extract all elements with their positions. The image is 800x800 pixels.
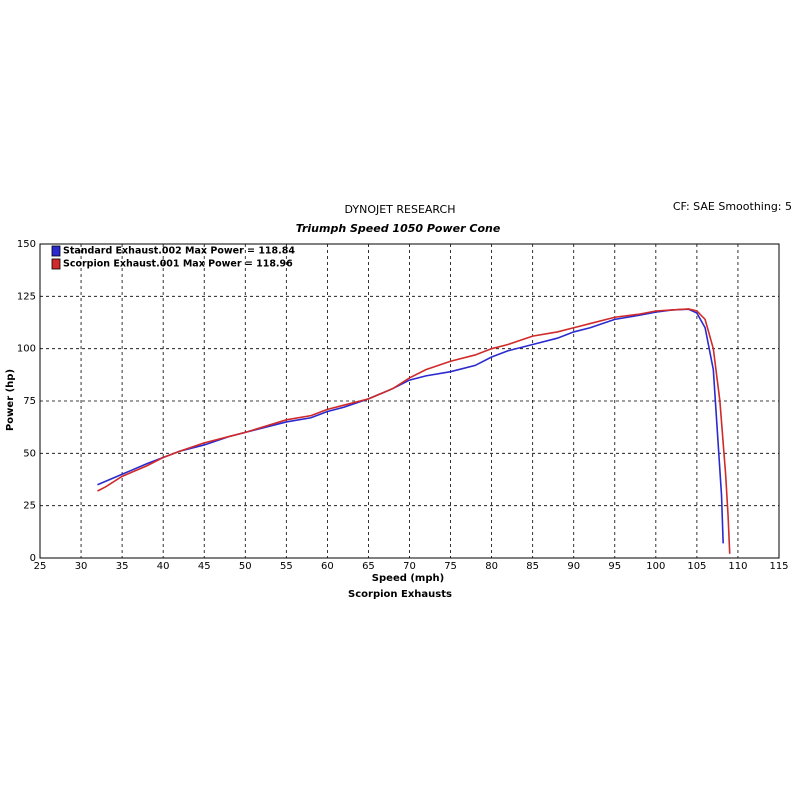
x-tick-label: 50 <box>239 561 252 572</box>
settings-note: CF: SAE Smoothing: 5 <box>673 200 792 213</box>
y-tick-label: 125 <box>17 291 36 302</box>
chart-subtitle: Triumph Speed 1050 Power Cone <box>296 222 501 235</box>
x-tick-label: 105 <box>687 561 706 572</box>
legend-swatch <box>51 258 61 270</box>
x-tick-label: 45 <box>198 561 211 572</box>
x-tick-label: 85 <box>526 561 539 572</box>
legend-label: Standard Exhaust.002 Max Power = 118.84 <box>63 246 295 257</box>
x-tick-label: 55 <box>280 561 293 572</box>
x-tick-label: 30 <box>75 561 88 572</box>
x-tick-label: 75 <box>444 561 457 572</box>
legend-swatch <box>51 245 61 257</box>
x-axis-label: Speed (mph) <box>372 573 444 584</box>
y-tick-label: 50 <box>23 448 36 459</box>
x-tick-label: 100 <box>646 561 665 572</box>
footer: Scorpion Exhausts <box>348 589 452 600</box>
x-tick-label: 95 <box>608 561 621 572</box>
legend-label: Scorpion Exhaust.001 Max Power = 118.96 <box>63 259 293 270</box>
chart-title: DYNOJET RESEARCH <box>345 203 456 216</box>
y-tick-label: 25 <box>23 501 36 512</box>
y-tick-label: 150 <box>17 239 36 250</box>
x-tick-label: 40 <box>157 561 170 572</box>
x-tick-label: 65 <box>362 561 375 572</box>
series-line <box>97 308 731 554</box>
x-tick-label: 35 <box>116 561 129 572</box>
x-tick-label: 115 <box>769 561 788 572</box>
x-tick-label: 60 <box>321 561 334 572</box>
x-tick-label: 70 <box>403 561 416 572</box>
y-axis-label: Power (hp) <box>5 369 16 431</box>
x-tick-label: 110 <box>728 561 747 572</box>
x-tick-label: 80 <box>485 561 498 572</box>
y-tick-label: 100 <box>17 344 36 355</box>
y-tick-label: 0 <box>30 553 36 564</box>
series-line <box>97 308 724 544</box>
y-tick-label: 75 <box>23 396 36 407</box>
x-tick-label: 25 <box>34 561 47 572</box>
x-tick-label: 90 <box>567 561 580 572</box>
